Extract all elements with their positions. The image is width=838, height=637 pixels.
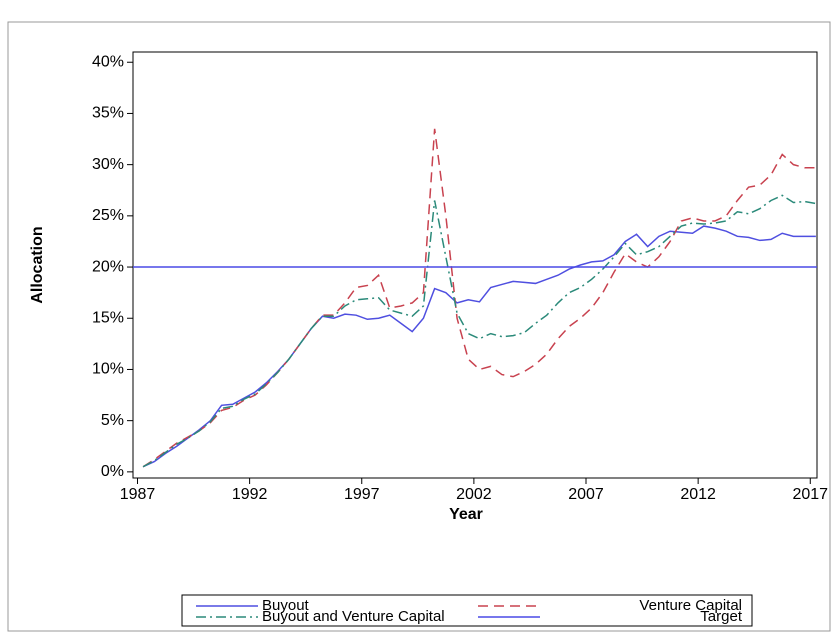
y-tick-label: 15% (92, 309, 124, 326)
series-line (142, 128, 816, 468)
chart-frame (7, 21, 831, 632)
legend-box (181, 594, 753, 627)
x-tick-label: 2007 (568, 486, 604, 503)
x-tick-label: 2002 (456, 486, 492, 503)
x-tick-label: 1992 (232, 486, 268, 503)
x-tick-label: 2017 (792, 486, 828, 503)
legend-label: Buyout (262, 597, 310, 614)
y-tick-label: 30% (92, 156, 124, 173)
x-tick-label: 1987 (120, 486, 156, 503)
x-axis-label: Year (449, 506, 483, 523)
y-tick-label: 40% (92, 53, 124, 70)
y-tick-label: 0% (101, 463, 124, 480)
y-tick-label: 5% (101, 412, 124, 429)
x-tick-label: 1997 (344, 486, 380, 503)
legend-label: Buyout and Venture Capital (262, 608, 445, 625)
plot-frame (132, 51, 818, 479)
y-tick-label: 10% (92, 361, 124, 378)
y-tick-label: 35% (92, 105, 124, 122)
series-line (142, 225, 816, 468)
y-axis-label: Allocation (29, 226, 46, 303)
y-tick-label: 20% (92, 258, 124, 275)
y-tick-label: 25% (92, 207, 124, 224)
legend-label: Target (700, 608, 743, 625)
series-line (142, 194, 817, 468)
legend-label: Venture Capital (639, 597, 742, 614)
x-tick-label: 2012 (680, 486, 716, 503)
